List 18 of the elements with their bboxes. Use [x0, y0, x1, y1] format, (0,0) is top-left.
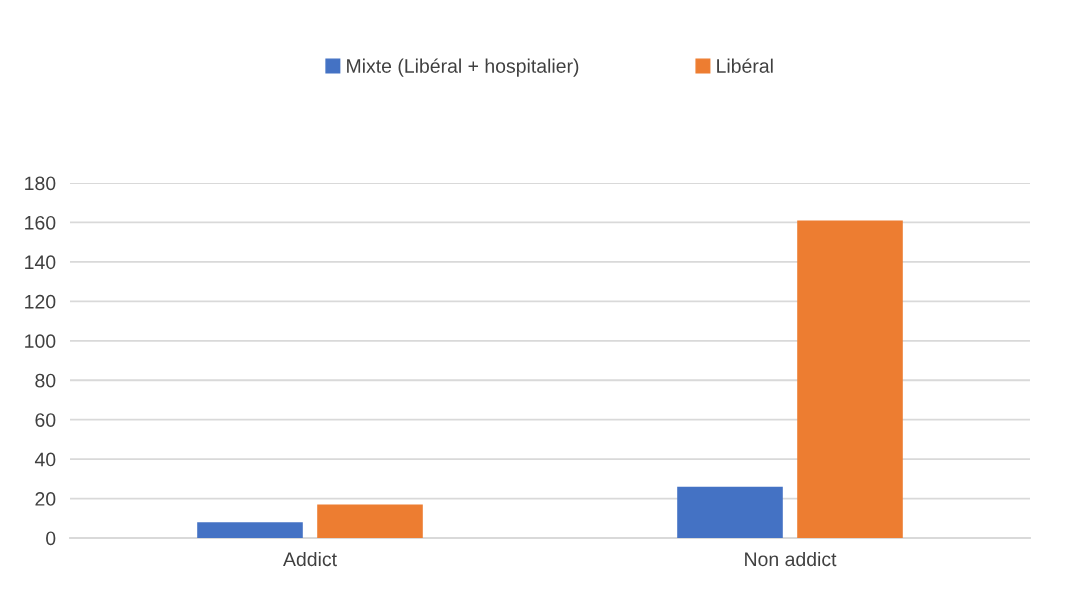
- y-tick-label: 160: [25, 215, 56, 230]
- legend-label: Libéral: [717, 58, 773, 73]
- y-tick-label: 20: [35, 492, 56, 506]
- y-tick-label: 0: [46, 531, 56, 546]
- y-tick-label: 120: [25, 294, 56, 309]
- y-tick-label: 60: [35, 413, 56, 427]
- x-tick-label: Addict: [283, 551, 337, 567]
- bar: [677, 486, 783, 538]
- y-tick-label: 100: [25, 334, 56, 349]
- y-tick-label: 40: [34, 452, 56, 467]
- x-tick-label: Non addict: [745, 551, 837, 567]
- y-tick-label: 80: [35, 373, 56, 388]
- legend-label: Mixte (Libéral + hospitalier): [347, 58, 579, 77]
- bar: [317, 504, 423, 538]
- y-tick-label: 140: [25, 255, 56, 270]
- y-tick-label: 180: [25, 176, 56, 191]
- bar: [197, 522, 303, 538]
- bar: [797, 220, 903, 538]
